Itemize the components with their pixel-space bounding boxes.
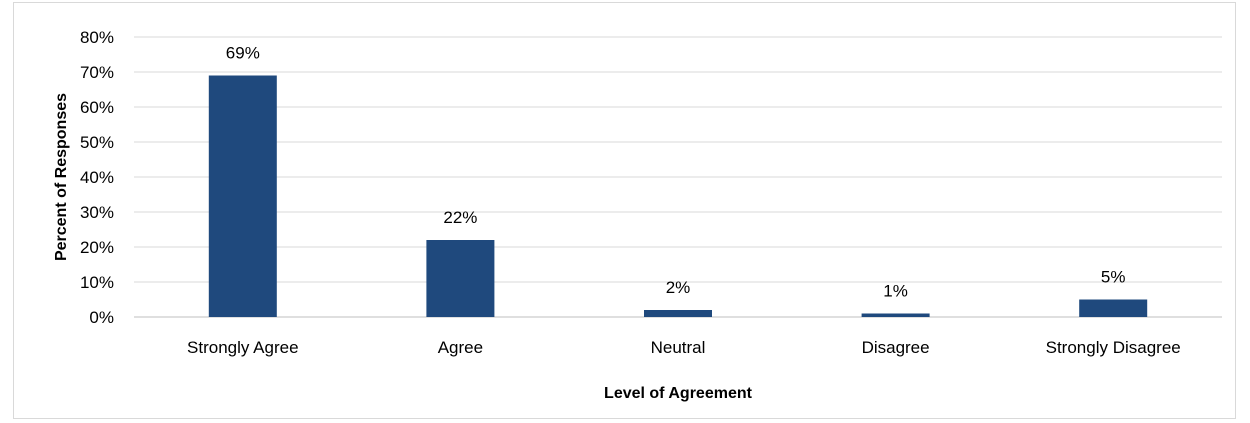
- data-label: 22%: [443, 208, 477, 227]
- bar: [1079, 299, 1148, 317]
- x-axis-categories: Strongly Agree Agree Neutral Disagree Strong…: [187, 338, 1181, 357]
- bar: [426, 240, 495, 317]
- y-tick-label: 60%: [80, 98, 114, 117]
- data-label: 69%: [226, 44, 260, 63]
- y-tick-label: 70%: [80, 63, 114, 82]
- y-tick-label: 0%: [89, 308, 114, 327]
- x-axis-title: Level of Agreement: [604, 385, 753, 402]
- x-category-label: Agree: [438, 338, 483, 357]
- y-tick-label: 10%: [80, 273, 114, 292]
- data-labels: 69% 22% 2% 1% 5%: [226, 44, 1126, 301]
- y-axis-title: Percent of Responses: [53, 93, 70, 261]
- y-tick-label: 30%: [80, 203, 114, 222]
- data-label: 5%: [1101, 268, 1126, 287]
- bar: [208, 75, 277, 317]
- bar: [861, 313, 930, 317]
- chart-frame: [13, 2, 1236, 419]
- x-category-label: Strongly Agree: [187, 338, 299, 357]
- bars: [208, 75, 1148, 317]
- y-tick-label: 50%: [80, 133, 114, 152]
- data-label: 1%: [883, 282, 908, 301]
- y-tick-label: 40%: [80, 168, 114, 187]
- y-tick-label: 20%: [80, 238, 114, 257]
- y-tick-label: 80%: [80, 28, 114, 47]
- y-axis-ticks: 0% 10% 20% 30% 40% 50% 60% 70% 80%: [80, 28, 114, 327]
- x-category-label: Neutral: [651, 338, 706, 357]
- gridlines: [134, 36, 1222, 318]
- data-label: 2%: [666, 278, 691, 297]
- x-category-label: Strongly Disagree: [1046, 338, 1181, 357]
- x-category-label: Disagree: [862, 338, 930, 357]
- bar: [644, 310, 712, 317]
